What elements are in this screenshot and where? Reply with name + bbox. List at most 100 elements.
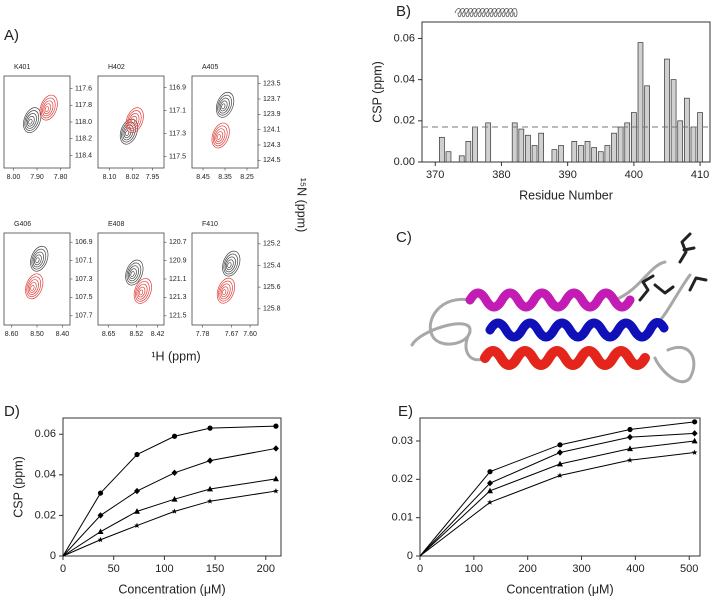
- marker: [207, 457, 214, 464]
- x-tick-label: 8.60: [5, 331, 19, 338]
- y-axis-label: ¹⁵N (ppm): [295, 178, 309, 233]
- panel-label: E): [398, 403, 413, 420]
- x-tick-label: 7.80: [54, 174, 68, 181]
- marker: [134, 451, 140, 458]
- plot-frame: [191, 75, 259, 169]
- y-tick-label: 0: [50, 550, 56, 562]
- y-tick-label: 125.2: [263, 241, 281, 248]
- marker: [97, 490, 104, 496]
- contour: [40, 97, 56, 119]
- x-tick-label: 7.90: [30, 174, 44, 181]
- bar: [631, 112, 637, 163]
- marker: [171, 469, 178, 476]
- bar: [670, 79, 677, 163]
- bar: [611, 132, 617, 163]
- contour: [130, 271, 135, 277]
- x-tick-label: 410: [691, 169, 709, 181]
- bar: [458, 155, 465, 163]
- contour: [24, 110, 40, 131]
- spectrum-title: G406: [14, 221, 31, 228]
- marker: [627, 433, 633, 441]
- x-tick-label: 8.52: [130, 331, 144, 338]
- bar: [604, 145, 611, 163]
- y-axis-label: CSP (ppm): [11, 456, 25, 518]
- marker: [692, 419, 698, 425]
- y-tick-label: 118.2: [75, 136, 92, 143]
- plot-frame: [97, 232, 165, 326]
- x-tick-label: 8.50: [30, 331, 44, 338]
- marker: [273, 488, 279, 494]
- peak: [125, 107, 144, 134]
- plot-frame: [419, 417, 701, 557]
- bar: [597, 151, 604, 163]
- x-tick-label: 200: [519, 563, 537, 575]
- bar: [624, 122, 631, 163]
- marker: [97, 528, 104, 535]
- contour: [125, 130, 130, 136]
- contour: [35, 257, 40, 264]
- contour: [218, 280, 233, 302]
- peak: [25, 273, 44, 300]
- bar: [511, 122, 518, 163]
- marker: [557, 449, 563, 456]
- contour: [30, 245, 49, 272]
- contour: [126, 110, 142, 131]
- contour: [23, 107, 42, 134]
- contour: [44, 106, 49, 112]
- marker: [207, 498, 213, 504]
- marker: [207, 425, 213, 431]
- x-tick-label: 8.25: [240, 174, 254, 181]
- marker: [272, 445, 279, 452]
- contour: [130, 118, 135, 125]
- marker: [272, 475, 279, 482]
- bar: [531, 145, 538, 163]
- marker: [171, 433, 178, 439]
- y-tick-label: 0.03: [392, 435, 413, 447]
- contour: [43, 103, 52, 115]
- bar: [690, 126, 697, 163]
- series-line: [62, 490, 277, 557]
- y-tick-label: 0: [407, 550, 413, 562]
- x-tick-label: 50: [108, 563, 120, 575]
- y-tick-label: 117.6: [75, 85, 92, 92]
- y-tick-label: 121.3: [169, 294, 187, 301]
- y-tick-label: 107.1: [75, 257, 93, 264]
- x-tick-label: 100: [155, 563, 173, 575]
- plot-frame: [62, 417, 282, 557]
- marker: [487, 499, 493, 505]
- y-tick-label: 121.1: [169, 276, 187, 283]
- y-tick-label: 118.4: [75, 152, 92, 159]
- contour: [217, 94, 232, 116]
- series-line: [62, 425, 276, 557]
- y-tick-label: 121.5: [169, 313, 187, 320]
- marker: [557, 460, 563, 467]
- contour: [34, 254, 42, 266]
- marker: [171, 508, 178, 514]
- contour: [219, 100, 228, 112]
- marker: [627, 445, 633, 452]
- helix-magenta: [465, 288, 635, 312]
- bar: [637, 42, 644, 163]
- y-axis-label: CSP (ppm): [370, 61, 384, 123]
- bar: [664, 58, 670, 163]
- contour: [127, 265, 140, 282]
- contour: [123, 127, 132, 139]
- y-tick-label: 117.1: [169, 107, 186, 114]
- y-tick-label: 125.4: [263, 262, 281, 269]
- bar: [591, 147, 597, 163]
- contour: [223, 253, 239, 275]
- y-tick-label: 120.9: [169, 257, 187, 264]
- spectrum-title: E408: [108, 221, 124, 228]
- peak: [133, 278, 152, 304]
- y-tick-label: 0.04: [394, 74, 415, 86]
- x-tick-label: 7.78: [196, 331, 210, 338]
- contour: [222, 250, 241, 277]
- x-tick-label: 380: [492, 169, 510, 181]
- contour: [42, 100, 54, 117]
- bar: [697, 112, 703, 163]
- marker: [97, 536, 104, 543]
- x-tick-label: 400: [625, 169, 643, 181]
- bar: [518, 128, 525, 163]
- x-tick-label: 500: [680, 563, 698, 575]
